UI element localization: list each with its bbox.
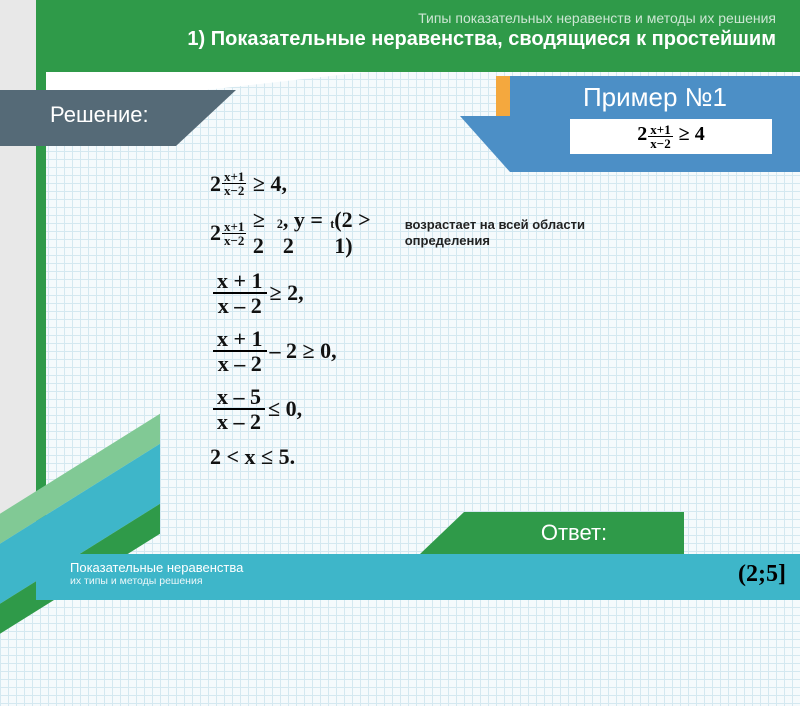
example-base: 2 bbox=[637, 123, 647, 145]
step-6: 2 < x ≤ 5. bbox=[210, 444, 630, 470]
math-steps: 2x+1x−2 ≥ 4, 2x+1x−2 ≥ 22, y = 2t(2 > 1)… bbox=[210, 160, 630, 480]
s4-d: x – 2 bbox=[214, 352, 266, 375]
example-formula: 2x+1x−2 ≥ 4 bbox=[570, 119, 772, 154]
step-4: x + 1x – 2 – 2 ≥ 0, bbox=[210, 327, 630, 375]
s3-d: x – 2 bbox=[214, 294, 266, 317]
answer-label: Ответ: bbox=[541, 520, 607, 545]
s2-ed: x−2 bbox=[222, 234, 246, 247]
s2-y: , y = 2 bbox=[283, 207, 330, 259]
s5-r: ≤ 0, bbox=[268, 396, 302, 422]
example-panel: Пример №1 2x+1x−2 ≥ 4 bbox=[510, 76, 800, 172]
footer-line2: их типы и методы решения bbox=[70, 575, 790, 587]
s5-d: x – 2 bbox=[213, 410, 265, 433]
s3-n: x + 1 bbox=[213, 269, 267, 294]
answer-value: (2;5] bbox=[738, 561, 786, 588]
answer-label-box: Ответ: bbox=[464, 512, 684, 554]
s1-rhs: ≥ 4, bbox=[253, 171, 287, 197]
s2-e2: 2 bbox=[277, 217, 283, 232]
s3-r: ≥ 2, bbox=[270, 280, 304, 306]
s2-p: (2 > 1) bbox=[334, 207, 384, 259]
step-2: 2x+1x−2 ≥ 22, y = 2t(2 > 1) возрастает н… bbox=[210, 207, 630, 259]
solution-label: Решение: bbox=[50, 102, 149, 127]
s1-base: 2 bbox=[210, 171, 221, 197]
footer: Показательные неравенства их типы и мето… bbox=[36, 554, 800, 600]
s2-mid: ≥ 2 bbox=[253, 207, 277, 259]
header-title: 1) Показательные неравенства, сводящиеся… bbox=[70, 28, 776, 51]
example-exp-den: x−2 bbox=[648, 137, 672, 150]
s5-n: x – 5 bbox=[213, 385, 265, 410]
solution-label-box: Решение: bbox=[0, 90, 176, 146]
s4-n: x + 1 bbox=[213, 327, 267, 352]
solution-triangle bbox=[176, 90, 236, 146]
s2-base: 2 bbox=[210, 220, 221, 246]
header-subtitle: Типы показательных неравенств и методы и… bbox=[70, 10, 776, 26]
footer-line1: Показательные неравенства bbox=[70, 560, 790, 575]
step-1: 2x+1x−2 ≥ 4, bbox=[210, 170, 630, 197]
s1-ed: x−2 bbox=[222, 184, 246, 197]
orange-notch bbox=[496, 76, 510, 116]
example-title: Пример №1 bbox=[510, 76, 800, 113]
step-5: x – 5x – 2 ≤ 0, bbox=[210, 385, 630, 433]
monotone-note: возрастает на всей области определения bbox=[405, 217, 630, 248]
s2-en: x+1 bbox=[222, 220, 246, 234]
header: Типы показательных неравенств и методы и… bbox=[46, 0, 800, 72]
s2-t: t bbox=[330, 217, 334, 232]
step-3: x + 1x – 2 ≥ 2, bbox=[210, 269, 630, 317]
decor-white-strip bbox=[46, 72, 206, 90]
example-exp-num: x+1 bbox=[648, 123, 672, 137]
s1-en: x+1 bbox=[222, 170, 246, 184]
example-relation: ≥ 4 bbox=[679, 123, 705, 145]
s4-r: – 2 ≥ 0, bbox=[270, 338, 337, 364]
answer-triangle bbox=[420, 512, 464, 554]
decor-white-triangle bbox=[206, 72, 366, 90]
